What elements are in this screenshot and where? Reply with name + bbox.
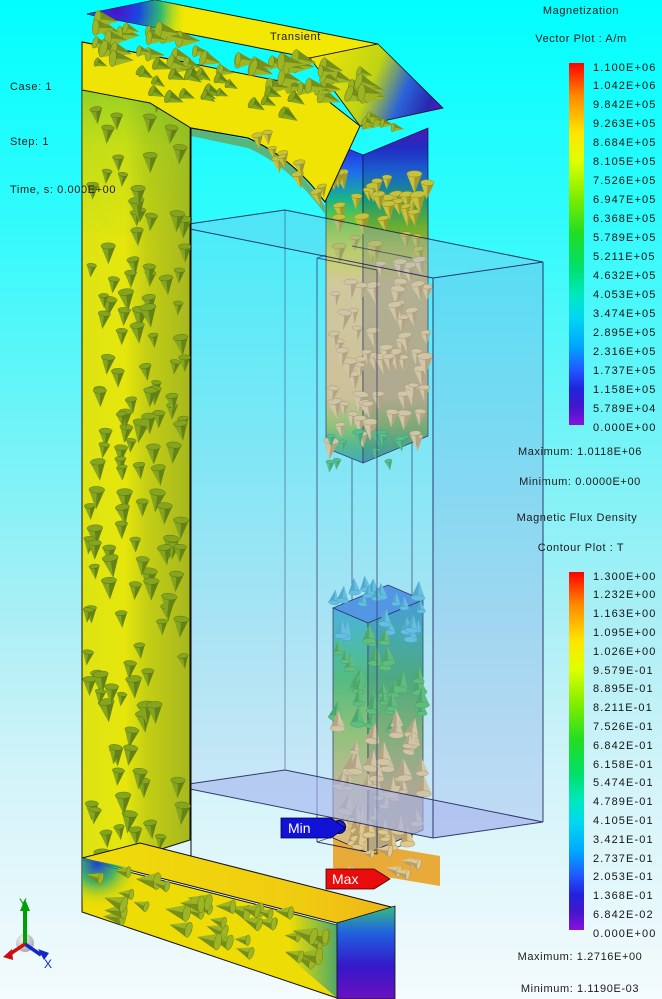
- flux-minimum: Minimum: 1.1190E-03: [520, 983, 640, 995]
- legend-tick-label: 5.789E+04: [593, 402, 657, 415]
- legend-tick-label: 2.316E+05: [593, 345, 657, 358]
- legend-tick-label: 8.895E-01: [593, 683, 654, 696]
- min-flag: Min: [280, 817, 346, 839]
- legend-tick-label: 1.095E+00: [593, 626, 657, 639]
- legend-tick-label: 2.053E-01: [593, 871, 654, 884]
- analysis-mode-label: Transient: [270, 31, 321, 43]
- legend-tick-label: 5.474E-01: [593, 777, 654, 790]
- inner-wire-box-front: [316, 245, 413, 855]
- legend-tick-label: 1.232E+00: [593, 589, 657, 602]
- core-bottom-yoke: [81, 842, 422, 999]
- legend-tick-label: 6.158E-01: [593, 758, 654, 771]
- upper-pole-column: [323, 127, 435, 473]
- legend-tick-label: 5.211E+05: [593, 251, 656, 263]
- legend-tick-label: 1.042E+06: [593, 80, 657, 93]
- flux-colorbar: [569, 572, 584, 930]
- legend-tick-label: 1.300E+00: [593, 570, 657, 583]
- flux-legend-title: Magnetic Flux Density: [516, 512, 638, 524]
- legend-tick-label: 4.632E+05: [593, 269, 657, 282]
- legend-tick-label: 5.789E+05: [593, 232, 657, 245]
- y-axis-label: Y: [19, 896, 27, 910]
- magnetization-maximum: Maximum: 1.0118E+06: [517, 446, 642, 458]
- legend-tick-label: 1.100E+06: [593, 61, 657, 74]
- axis-triad: Y X: [3, 896, 52, 971]
- legend-tick-label: 4.105E-01: [593, 814, 654, 827]
- legend-tick-label: 9.579E-01: [593, 664, 654, 677]
- magnetization-legend-subtitle: Vector Plot : A/m: [535, 33, 627, 45]
- legend-tick-label: 8.211E-01: [593, 702, 653, 715]
- legend-tick-label: 4.789E-01: [593, 796, 654, 809]
- legend-tick-label: 6.842E-01: [593, 739, 654, 752]
- core-left-limb: [81, 41, 193, 875]
- time-label: Time, s: 0.000E+00: [10, 184, 117, 196]
- x-axis-label: X: [44, 957, 52, 971]
- min-flag-label: Min: [288, 820, 311, 836]
- legend-tick-label: 1.737E+05: [593, 364, 657, 377]
- legend-tick-label: 4.053E+05: [593, 288, 657, 301]
- legend-tick-label: 3.421E-01: [593, 833, 654, 846]
- magnetization-colorbar: [569, 63, 584, 425]
- flux-legend-subtitle: Contour Plot : T: [537, 542, 625, 554]
- legend-tick-label: 9.842E+05: [593, 99, 657, 112]
- legend-tick-label: 7.526E-01: [593, 720, 654, 733]
- legend-tick-label: 2.737E-01: [593, 852, 654, 865]
- max-flag-label: Max: [332, 871, 358, 887]
- legend-tick-label: 1.163E+00: [593, 608, 657, 621]
- legend-tick-label: 8.105E+05: [593, 156, 657, 169]
- core-top-yoke: [81, 0, 444, 884]
- legend-tick-label: 3.474E+05: [593, 307, 657, 320]
- legend-tick-label: 1.026E+00: [593, 645, 657, 658]
- legend-tick-label: 6.842E-02: [593, 908, 654, 921]
- legend-tick-label: 6.947E+05: [593, 194, 657, 207]
- case-label: Case: 1: [10, 81, 53, 93]
- legend-tick-label: 6.368E+05: [593, 213, 657, 226]
- legend-tick-label: 0.000E+00: [593, 421, 657, 434]
- legend-tick-label: 8.684E+05: [593, 137, 657, 150]
- legend-tick-label: 2.895E+05: [593, 326, 657, 339]
- magnetization-legend-title: Magnetization: [542, 5, 620, 17]
- step-label: Step: 1: [10, 136, 50, 148]
- air-region-box: [174, 209, 544, 839]
- legend-tick-label: 0.000E+00: [593, 927, 657, 940]
- legend-tick-label: 1.158E+05: [593, 383, 657, 396]
- max-flag: Max: [325, 868, 391, 890]
- flux-maximum: Maximum: 1.2716E+00: [517, 951, 643, 963]
- magnetization-minimum: Minimum: 0.0000E+00: [519, 476, 641, 488]
- legend-tick-label: 9.263E+05: [593, 118, 657, 131]
- legend-tick-label: 1.368E-01: [593, 890, 654, 903]
- legend-tick-label: 7.526E+05: [593, 175, 657, 188]
